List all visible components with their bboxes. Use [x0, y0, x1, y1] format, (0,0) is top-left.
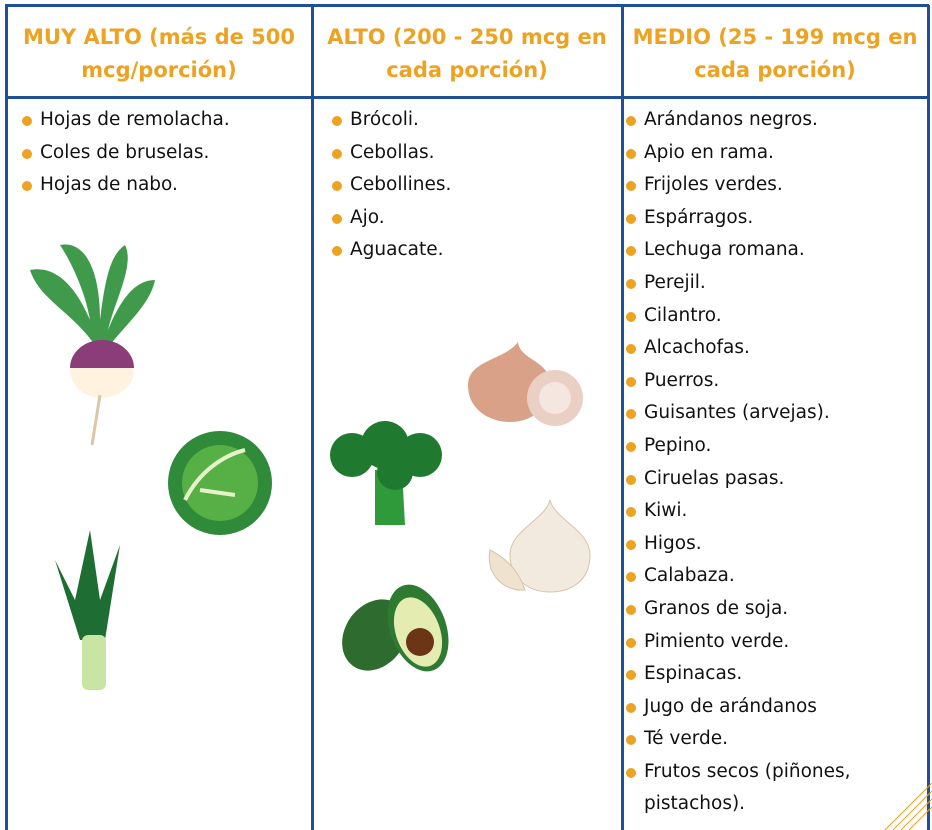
list-item: Pepino.	[624, 430, 894, 463]
column-divider	[621, 5, 624, 830]
list-item: Frutos secos (piñones, pistachos).	[624, 756, 894, 821]
list-item: Cebollas.	[330, 137, 615, 170]
list-item: Jugo de arándanos	[624, 691, 894, 724]
leek	[55, 530, 120, 690]
header-divider	[5, 96, 929, 99]
list-item: Coles de bruselas.	[20, 137, 305, 170]
broccoli	[330, 421, 442, 525]
list-item: Ciruelas pasas.	[624, 463, 894, 496]
turnip	[30, 244, 155, 446]
item-list: Brócoli. Cebollas. Cebollines. Ajo. Aguacate…	[330, 104, 615, 267]
list-item: Ajo.	[330, 202, 615, 235]
list-item: Pimiento verde.	[624, 626, 894, 659]
list-item: Higos.	[624, 528, 894, 561]
list-item: Puerros.	[624, 365, 894, 398]
cabbage	[168, 431, 272, 535]
avocado	[342, 584, 449, 672]
list-item: Hojas de remolacha.	[20, 104, 305, 137]
list-item: Brócoli.	[330, 104, 615, 137]
list-item: Perejil.	[624, 267, 894, 300]
border	[927, 5, 930, 830]
list-item: Cilantro.	[624, 300, 894, 333]
list-item: Apio en rama.	[624, 137, 894, 170]
list-item: Espinacas.	[624, 658, 894, 691]
list-item: Guisantes (arvejas).	[624, 397, 894, 430]
border	[5, 5, 8, 830]
onions	[468, 342, 583, 426]
list-item: Hojas de nabo.	[20, 169, 305, 202]
list-item: Alcachofas.	[624, 332, 894, 365]
item-list: Hojas de remolacha. Coles de bruselas. Hoj…	[20, 104, 305, 202]
list-item: Té verde.	[624, 723, 894, 756]
column-divider	[311, 5, 314, 830]
border	[5, 4, 929, 7]
list-item: Frijoles verdes.	[624, 169, 894, 202]
list-item: Aguacate.	[330, 234, 615, 267]
list-item: Lechuga romana.	[624, 234, 894, 267]
decoration	[884, 782, 932, 830]
list-item: Arándanos negros.	[624, 104, 894, 137]
list-item: Kiwi.	[624, 495, 894, 528]
column-header: MUY ALTO (más de 500 mcg/porción)	[23, 25, 295, 82]
item-list: Arándanos negros. Apio en rama. Frijoles v…	[622, 104, 894, 821]
column-header: ALTO (200 - 250 mcg en cada porción)	[327, 25, 607, 82]
list-item: Granos de soja.	[624, 593, 894, 626]
list-item: Calabaza.	[624, 560, 894, 593]
list-item: Espárragos.	[624, 202, 894, 235]
garlic	[488, 499, 591, 593]
list-item: Cebollines.	[330, 169, 615, 202]
column-header: MEDIO (25 - 199 mcg en cada porción)	[632, 25, 918, 82]
